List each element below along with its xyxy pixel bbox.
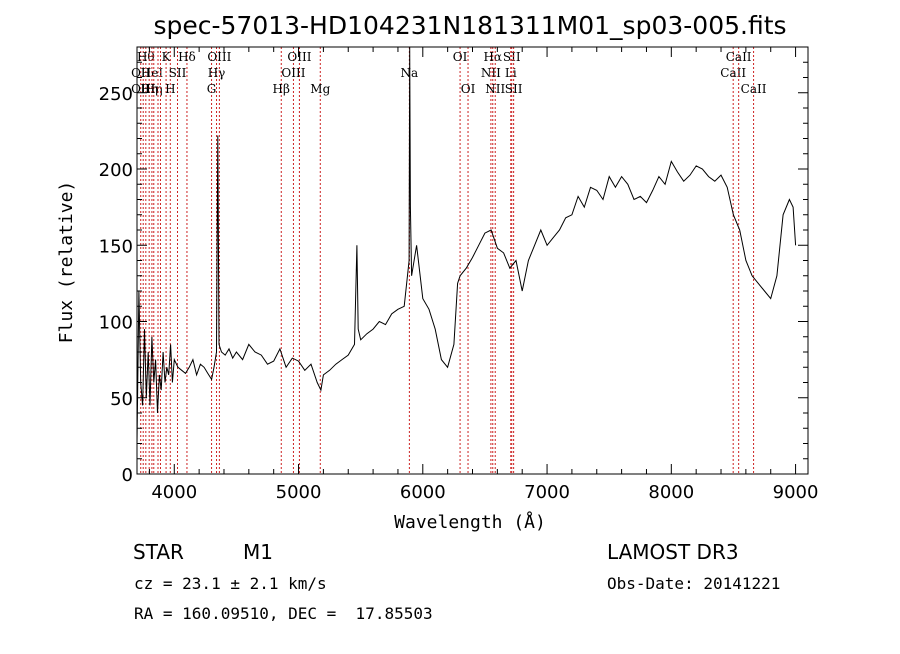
x-axis-title: Wavelength (Å)	[394, 511, 546, 533]
spectrum-line	[136, 46, 797, 444]
x-tick-label: 8000	[648, 482, 694, 503]
spectral-line-label: NII	[485, 82, 505, 96]
y-tick-label: 150	[99, 236, 133, 257]
y-tick-label: 250	[99, 84, 133, 105]
spectral-line-label: SII	[169, 66, 187, 80]
observation-date: Obs-Date: 20141221	[607, 574, 781, 593]
x-tick-label: 7000	[524, 482, 570, 503]
object-subclass: M1	[243, 540, 273, 564]
spectral-line-label: Hα	[483, 50, 502, 64]
spectral-line-label: CaII	[720, 66, 746, 80]
x-tick-label: 9000	[773, 482, 819, 503]
spectral-line-label: OIII	[287, 50, 311, 64]
spectral-line-label: Mg	[310, 82, 330, 96]
spectral-line-label: OIII	[281, 66, 305, 80]
y-tick-label: 100	[99, 313, 133, 334]
spectral-line-label: Hγ	[208, 66, 226, 80]
spectral-line-label: Hδ	[178, 50, 196, 64]
plot-area: OIIOIIIHθHηHeIHηKHSIIHδGHγOIIIHβOIIIOIII…	[99, 46, 819, 503]
plot-frame	[136, 46, 809, 475]
x-tick-label: 5000	[276, 482, 322, 503]
spectral-line-label: K	[162, 50, 172, 64]
spectral-line-label: Hθ	[137, 50, 155, 64]
x-tick-label: 4000	[151, 482, 197, 503]
y-axis-title: Flux (relative)	[56, 181, 77, 344]
spectral-line-label: SII	[503, 50, 521, 64]
spectral-line-label: NII	[481, 66, 501, 80]
spectral-line-label: Hβ	[273, 82, 290, 96]
spectral-line-label: OI	[453, 50, 468, 64]
survey-name: LAMOST DR3	[607, 540, 739, 564]
redshift-cz: cz = 23.1 ± 2.1 km/s	[134, 574, 327, 593]
x-tick-label: 6000	[400, 482, 446, 503]
y-tick-label: 50	[110, 389, 133, 410]
y-tick-label: 200	[99, 160, 133, 181]
spectral-line-label: H	[165, 82, 175, 96]
spectral-line-label: Li	[505, 66, 517, 80]
spectral-line-label: CaII	[726, 50, 752, 64]
spectral-line-label: HeI	[141, 66, 164, 80]
spectral-line-label: G	[207, 82, 217, 96]
spectral-line-label: Hη	[145, 82, 163, 96]
spectral-line-label: OI	[461, 82, 476, 96]
spectral-line-label: SII	[505, 82, 523, 96]
chart-title: spec-57013-HD104231N181311M01_sp03-005.f…	[153, 11, 786, 40]
spectral-line-label: OIII	[207, 50, 231, 64]
y-tick-label: 0	[122, 465, 133, 486]
spectral-line-label: CaII	[741, 82, 767, 96]
object-type: STAR	[133, 540, 184, 564]
coordinates: RA = 160.09510, DEC = 17.85503	[134, 604, 433, 623]
